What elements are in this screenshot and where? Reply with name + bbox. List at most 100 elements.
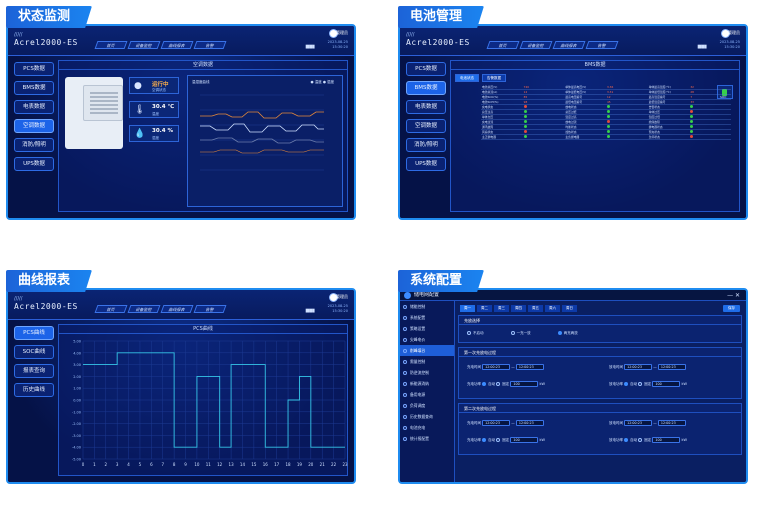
x-tick-label: 3 xyxy=(116,462,119,467)
status-dot-icon xyxy=(607,125,611,128)
panel-title: 曲线报表 xyxy=(6,270,93,292)
day-tab[interactable]: 周六 xyxy=(545,305,560,312)
nav-tab[interactable]: 设备监控 xyxy=(127,305,161,313)
tab-alarm-data[interactable]: 告警数据 xyxy=(482,74,506,82)
nav-tab[interactable]: 告警 xyxy=(193,305,227,313)
menu-item[interactable]: 系统配置 xyxy=(400,312,454,323)
sidebar-item-meter[interactable]: 电表数据 xyxy=(14,100,54,114)
day-tab[interactable]: 周五 xyxy=(528,305,543,312)
save-button[interactable]: 保存 xyxy=(723,305,740,312)
avatar[interactable] xyxy=(721,29,730,38)
power-input[interactable]: 100 xyxy=(510,437,539,443)
sidebar-item-bms[interactable]: BMS数据 xyxy=(14,81,54,95)
fixed-radio[interactable] xyxy=(638,438,643,442)
menu-item[interactable]: 电池充电 xyxy=(400,422,454,433)
table-cell xyxy=(689,130,731,134)
nav-tab[interactable]: 告警 xyxy=(193,41,227,49)
sidebar-item-pcs[interactable]: PCS数据 xyxy=(14,62,54,76)
radio-option[interactable]: 两充两放 xyxy=(557,331,578,335)
auto-radio[interactable] xyxy=(482,382,487,386)
fixed-radio[interactable] xyxy=(496,382,501,386)
sidebar-item-bms[interactable]: BMS数据 xyxy=(406,81,446,95)
aircon-cabinet-image xyxy=(65,77,123,149)
sidebar-item-aircon[interactable]: 空调数据 xyxy=(406,119,446,133)
menu-item[interactable]: 需量控制 xyxy=(400,356,454,367)
power-input[interactable]: 100 xyxy=(510,381,539,387)
status-dot-icon xyxy=(607,105,611,108)
sidebar-item-fire[interactable]: 消防/照明 xyxy=(406,138,446,152)
avatar[interactable] xyxy=(329,293,338,302)
menu-item[interactable]: 策略设置 xyxy=(400,323,454,334)
temp-card: 🌡 30.4 ℃ 温度 xyxy=(129,101,179,118)
time-input[interactable]: 12:00:23 xyxy=(624,364,653,370)
window-controls[interactable]: — ✕ xyxy=(727,292,740,299)
fixed-radio[interactable] xyxy=(638,382,643,386)
sidebar-item-pcs[interactable]: PCS数据 xyxy=(406,62,446,76)
auto-radio[interactable] xyxy=(624,382,629,386)
status-dot-icon xyxy=(690,105,694,108)
nav-tab[interactable]: 曲线报表 xyxy=(160,41,194,49)
menu-item[interactable]: 削峰填谷 xyxy=(400,345,454,356)
time-input[interactable]: 12:00:23 xyxy=(657,420,686,426)
time-input[interactable]: 12:00:23 xyxy=(624,420,653,426)
auto-radio[interactable] xyxy=(482,438,487,442)
menu-item[interactable]: 新能源消纳 xyxy=(400,378,454,389)
radio-option[interactable]: 一充一放 xyxy=(510,331,531,335)
sidebar-item-history[interactable]: 历史曲线 xyxy=(14,383,54,397)
sidebar-item-ups[interactable]: UPS数据 xyxy=(406,157,446,171)
sidebar-item-fire[interactable]: 消防/照明 xyxy=(14,138,54,152)
time-input[interactable]: 12:00:23 xyxy=(657,364,686,370)
fixed-radio[interactable] xyxy=(496,438,501,442)
day-tab[interactable]: 周三 xyxy=(494,305,509,312)
day-tab[interactable]: 周四 xyxy=(511,305,526,312)
nav-tab[interactable]: 曲线报表 xyxy=(552,41,586,49)
menu-item[interactable]: 统计报配置 xyxy=(400,433,454,444)
nav-tab[interactable]: 曲线报表 xyxy=(160,305,194,313)
table-cell: 绝缘故障 xyxy=(648,120,660,124)
menu-item[interactable]: 防逆流控制 xyxy=(400,367,454,378)
nav-tab[interactable]: 首页 xyxy=(94,305,128,313)
day-tab[interactable]: 周日 xyxy=(562,305,577,312)
radio-option[interactable]: 不启动 xyxy=(467,331,484,335)
sidebar-item-aircon[interactable]: 空调数据 xyxy=(14,119,54,133)
table-cell: 33 xyxy=(690,100,694,104)
nav-tab[interactable]: 设备监控 xyxy=(127,41,161,49)
time-input[interactable]: 12:00:23 xyxy=(515,420,544,426)
day-tab[interactable]: 周一 xyxy=(460,305,475,312)
y-tick-label: 5.00 xyxy=(73,340,81,344)
avatar[interactable] xyxy=(329,29,338,38)
sidebar-item-soc-curve[interactable]: SOC曲线 xyxy=(14,345,54,359)
menu-item[interactable]: 负荷调度 xyxy=(400,400,454,411)
sidebar-item-pcs-curve[interactable]: PCS曲线 xyxy=(14,326,54,340)
day-tab[interactable]: 周二 xyxy=(477,305,492,312)
section-title: 充放选择 xyxy=(459,316,741,325)
power-input[interactable]: 100 xyxy=(652,437,681,443)
sidebar: PCS数据 BMS数据 电表数据 空调数据 消防/照明 UPS数据 xyxy=(14,62,54,176)
nav-tab[interactable]: 设备监控 xyxy=(519,41,553,49)
time-input[interactable]: 12:00:23 xyxy=(482,420,511,426)
sidebar-item-report[interactable]: 报表查询 xyxy=(14,364,54,378)
nav-tab[interactable]: 首页 xyxy=(94,41,128,49)
menu-item[interactable]: 历史数据查询 xyxy=(400,411,454,422)
table-cell: 最低温度编号 xyxy=(648,100,666,104)
day-tabs: 周一 周二 周三 周四 周五 周六 周日 xyxy=(460,305,577,312)
menu-item[interactable]: 尖峰电价 xyxy=(400,334,454,345)
time-input[interactable]: 12:00:23 xyxy=(482,364,511,370)
table-cell xyxy=(606,135,648,139)
power-input[interactable]: 100 xyxy=(652,381,681,387)
menu-item[interactable]: 储能控制 xyxy=(400,301,454,312)
nav-tab[interactable]: 告警 xyxy=(585,41,619,49)
nav-tab[interactable]: 首页 xyxy=(486,41,520,49)
table-cell: 电池SOC(%) xyxy=(482,95,499,99)
content-title: PCS曲线 xyxy=(59,325,347,334)
table-cell: 电池总压(V) xyxy=(482,85,498,89)
status-dot-icon xyxy=(607,120,611,123)
menu-item[interactable]: 备用电源 xyxy=(400,389,454,400)
time-input[interactable]: 12:00:23 xyxy=(515,364,544,370)
tab-battery-status[interactable]: 电池状态 xyxy=(455,74,479,82)
bms-tabs: 电池状态 告警数据 xyxy=(455,74,506,82)
auto-radio[interactable] xyxy=(624,438,629,442)
sidebar-item-ups[interactable]: UPS数据 xyxy=(14,157,54,171)
panel-battery: ///// Acrel2000-ES 首页 设备监控 曲线报表 告警 ▮▮▮▮▮… xyxy=(398,6,748,220)
sidebar-item-meter[interactable]: 电表数据 xyxy=(406,100,446,114)
